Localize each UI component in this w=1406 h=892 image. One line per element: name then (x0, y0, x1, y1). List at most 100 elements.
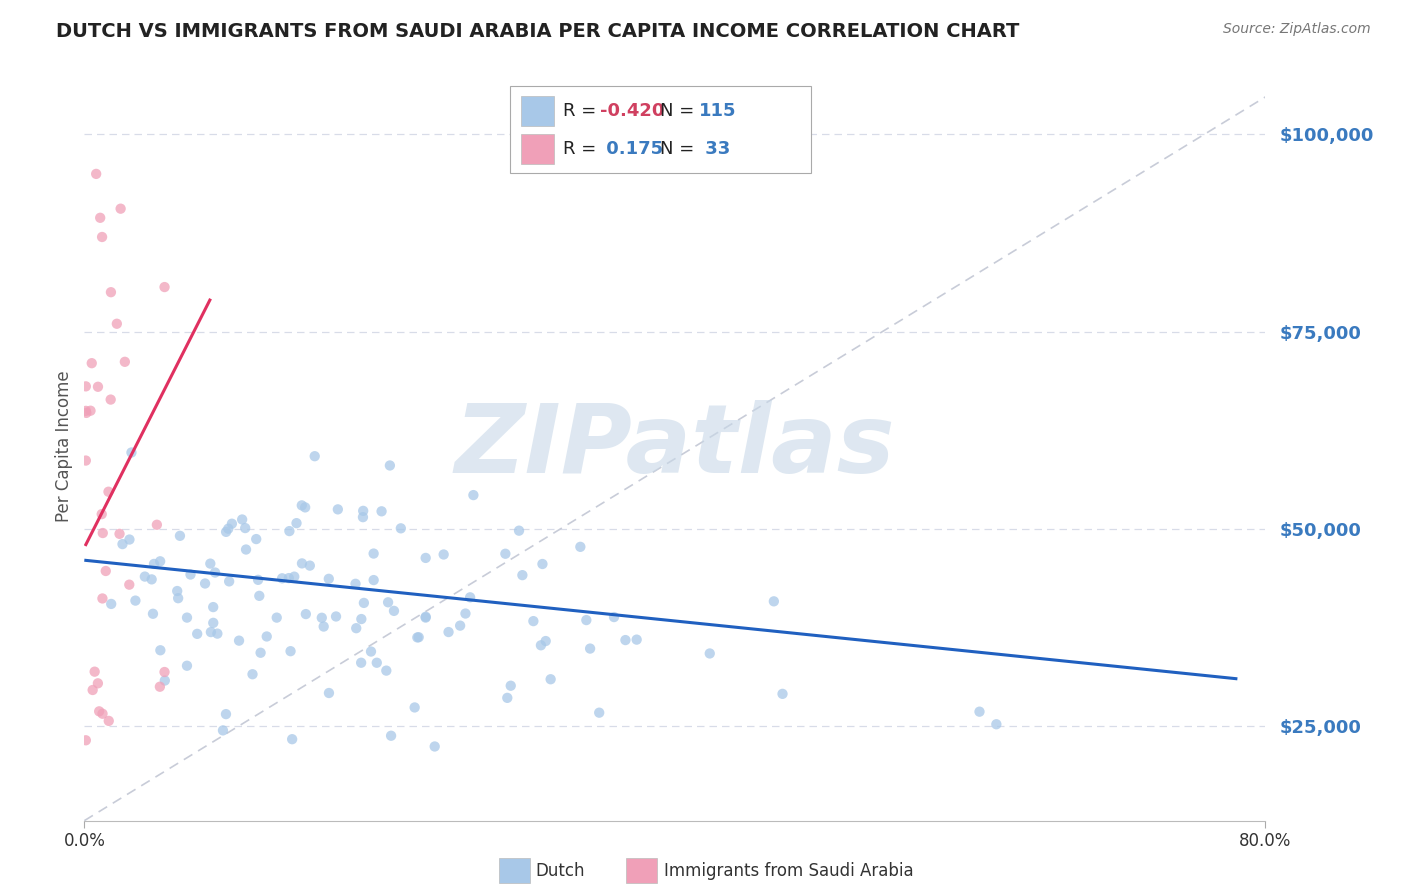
Point (772, 687, 794, 701)
Point (79, 403, 101, 417)
Point (370, 504, 392, 518)
Point (318, 686, 340, 700)
Point (218, 574, 240, 589)
Point (167, 591, 190, 606)
Point (166, 584, 188, 599)
Text: N =: N = (659, 139, 700, 158)
Point (186, 627, 208, 641)
Point (120, 445, 142, 459)
Text: Source: ZipAtlas.com: Source: ZipAtlas.com (1223, 22, 1371, 37)
Point (153, 673, 176, 688)
Point (366, 656, 388, 670)
Point (350, 612, 373, 626)
Point (626, 632, 648, 647)
Text: DUTCH VS IMMIGRANTS FROM SAUDI ARABIA PER CAPITA INCOME CORRELATION CHART: DUTCH VS IMMIGRANTS FROM SAUDI ARABIA PE… (56, 22, 1019, 41)
Point (110, 202, 132, 216)
Point (91, 526, 114, 541)
Point (508, 524, 530, 538)
Point (406, 631, 429, 645)
Point (247, 589, 270, 603)
Point (256, 630, 278, 644)
Point (118, 533, 141, 547)
Point (499, 679, 522, 693)
Text: R =: R = (562, 102, 602, 120)
Point (378, 458, 401, 473)
Point (494, 547, 516, 561)
Point (204, 566, 226, 580)
Point (146, 517, 169, 532)
Point (231, 512, 253, 526)
FancyBboxPatch shape (522, 134, 554, 163)
Point (531, 557, 554, 571)
Point (280, 644, 302, 658)
Point (318, 572, 340, 586)
Point (614, 633, 637, 648)
Point (433, 548, 456, 562)
Point (80, 356, 103, 370)
Point (360, 644, 382, 658)
Point (325, 609, 347, 624)
Point (579, 641, 602, 656)
Point (105, 317, 128, 331)
Point (91, 591, 114, 606)
Point (235, 542, 257, 557)
Point (352, 504, 374, 518)
Point (295, 607, 318, 621)
FancyBboxPatch shape (522, 96, 554, 126)
Point (242, 667, 264, 681)
Point (75, 453, 97, 467)
Point (75, 406, 97, 420)
Point (149, 643, 172, 657)
Point (285, 516, 308, 530)
Text: 33: 33 (699, 139, 730, 158)
Point (496, 690, 519, 705)
Point (277, 571, 299, 585)
Point (194, 576, 217, 591)
Text: 115: 115 (699, 102, 735, 120)
Point (363, 573, 385, 587)
Point (100, 392, 122, 407)
Point (283, 569, 305, 583)
Point (304, 449, 326, 463)
Point (153, 665, 176, 679)
Point (179, 567, 201, 582)
Point (114, 355, 136, 369)
Point (534, 634, 557, 648)
Point (149, 554, 172, 568)
Point (94, 564, 117, 578)
Text: N =: N = (659, 102, 700, 120)
Point (382, 604, 405, 618)
Point (100, 285, 122, 300)
Point (294, 500, 316, 515)
Point (588, 706, 610, 720)
Point (380, 729, 402, 743)
Point (404, 700, 426, 714)
Point (169, 529, 191, 543)
Point (249, 646, 271, 660)
Text: Immigrants from Saudi Arabia: Immigrants from Saudi Arabia (664, 862, 914, 880)
Point (87, 676, 110, 690)
Point (118, 577, 141, 591)
Point (458, 591, 481, 605)
Point (245, 532, 267, 546)
Point (291, 557, 314, 571)
Point (75, 404, 97, 418)
Point (111, 537, 134, 551)
Point (271, 571, 294, 585)
Point (540, 672, 562, 686)
Point (281, 732, 304, 747)
Point (454, 607, 477, 621)
Point (143, 557, 166, 571)
Point (176, 658, 198, 673)
Point (221, 516, 243, 531)
Point (344, 621, 367, 635)
Point (423, 739, 446, 754)
Point (350, 656, 373, 670)
Point (986, 717, 1008, 731)
Point (200, 625, 222, 640)
Text: 0.175: 0.175 (600, 139, 664, 158)
Point (124, 593, 146, 607)
Point (217, 522, 239, 536)
Point (603, 610, 626, 624)
Point (233, 521, 256, 535)
